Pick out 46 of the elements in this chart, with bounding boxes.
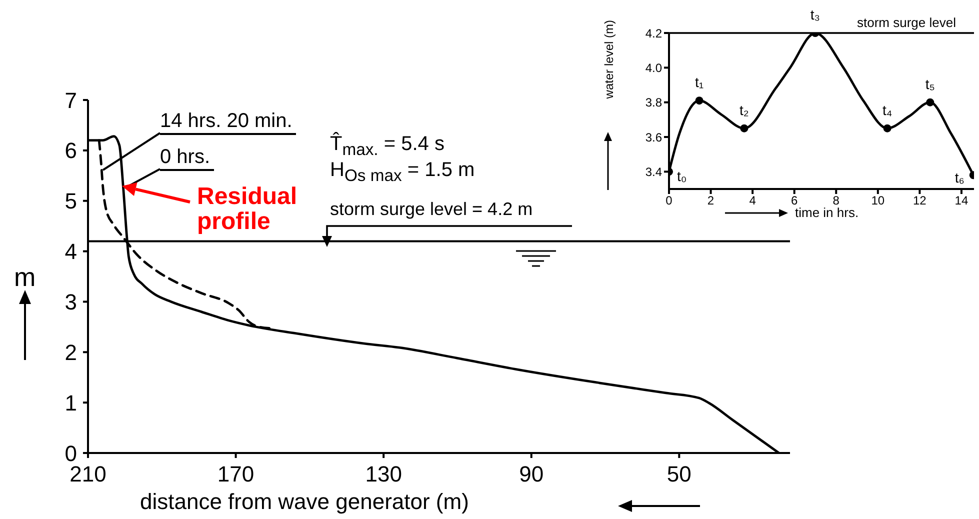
series-label: 0 hrs. (160, 146, 214, 171)
data-label: t₆ (954, 170, 964, 186)
data-label: t₁ (694, 74, 704, 90)
y-tick-label: 6 (64, 138, 77, 164)
point (695, 96, 704, 105)
y-tick-label: 3.8 (645, 96, 662, 110)
x-axis-title: distance from wave generator (m) (140, 489, 469, 515)
y-tick-label: 4.2 (645, 26, 662, 40)
y-tick-label: 3 (64, 290, 77, 315)
point (883, 124, 892, 132)
y-tick-label: 1 (64, 390, 77, 416)
annotation: T̂$_{max.}$ = 5.4 s (330, 133, 444, 159)
y-tick-label: 3.6 (645, 130, 662, 144)
y-axis-title: water level (m) (602, 20, 616, 99)
x-tick-label: 10 (871, 194, 885, 208)
data-label: t₀ (677, 168, 687, 184)
x-tick-label: 4 (749, 194, 756, 208)
ref-line-label: storm surge level (857, 15, 956, 30)
annotation: H$_{Os max}$ = 1.5 m (330, 159, 475, 185)
x-tick-label: 130 (365, 462, 402, 487)
y-tick-label: 4 (64, 239, 77, 264)
y-tick-label: 4.0 (645, 60, 662, 75)
x-tick-label: 50 (666, 462, 692, 487)
x-tick-label: 170 (217, 462, 254, 487)
x-tick-label: 14 (954, 194, 968, 208)
data-label: t₄ (882, 102, 892, 118)
data-label: t₂ (740, 102, 749, 118)
y-tick-label: 7 (64, 88, 77, 113)
x-tick-label: 8 (832, 194, 840, 208)
point (926, 98, 934, 106)
x-tick-label: 2 (707, 194, 714, 208)
y-tick-label: 2 (64, 340, 77, 365)
point (740, 124, 748, 132)
x-tick-label: 90 (519, 462, 544, 487)
x-tick-label: 12 (913, 194, 927, 208)
x-tick-label: 6 (791, 194, 798, 208)
data-label: t₅ (925, 76, 935, 92)
x-tick-label: 0 (666, 194, 673, 208)
text: 14 hrs. 20 min. (160, 110, 296, 135)
y-axis-title: m (14, 262, 36, 293)
x-axis-title: time in hrs. (795, 205, 859, 220)
ref-line-label: storm surge level = 4.2 m (330, 199, 533, 220)
y-tick-label: 5 (64, 188, 77, 214)
annotation: Residual profile (197, 183, 298, 236)
data-label: t₃ (810, 6, 820, 22)
y-tick-label: 3.4 (645, 164, 662, 179)
